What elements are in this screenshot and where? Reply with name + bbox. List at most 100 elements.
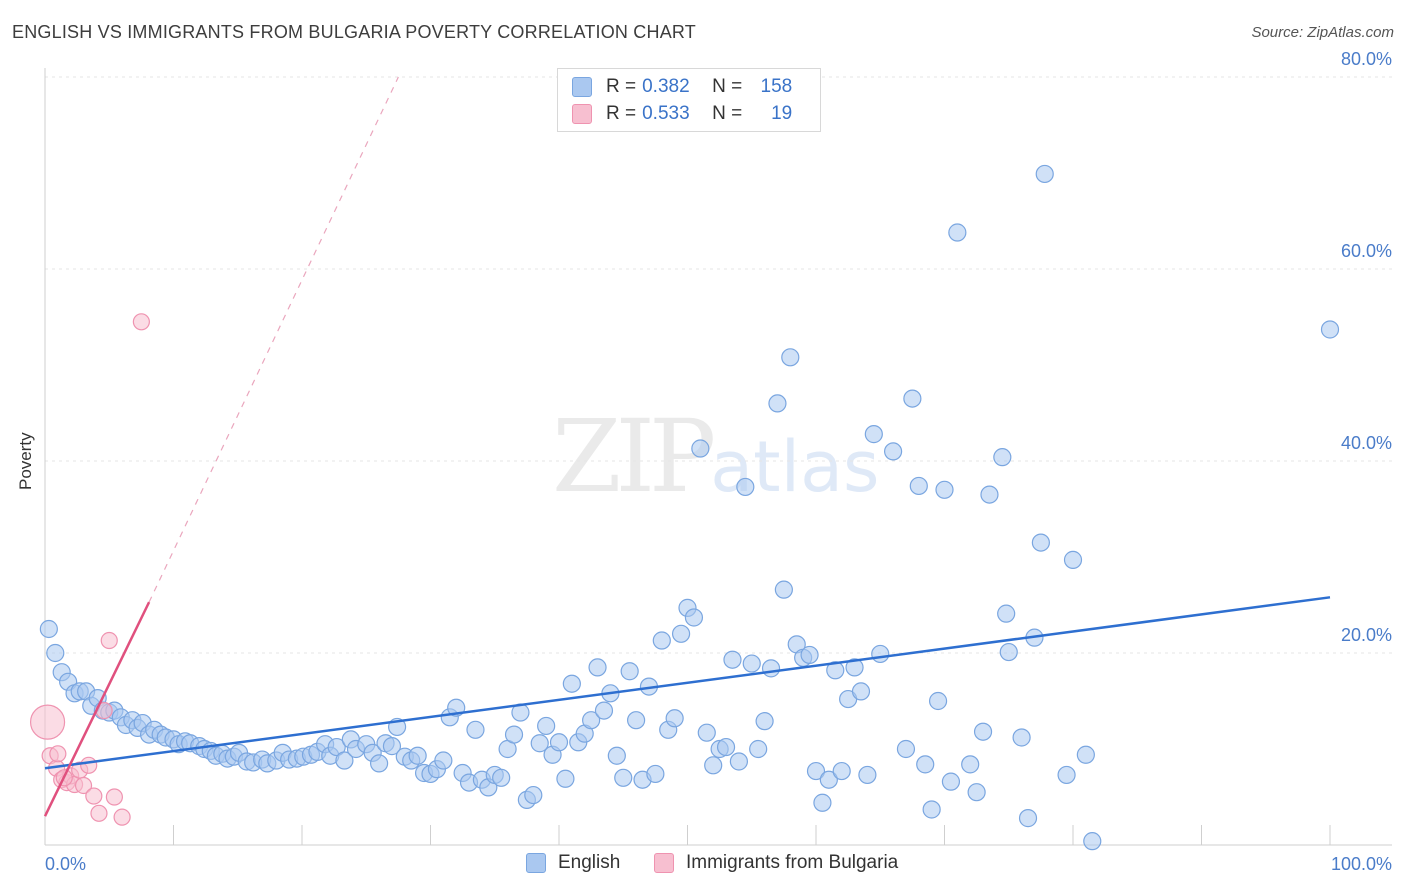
point-english-109 <box>736 477 755 497</box>
point-english-62 <box>434 751 453 770</box>
y-tick-label-20: 20.0% <box>1341 625 1392 645</box>
point-english-0 <box>39 619 58 639</box>
point-english-133 <box>903 389 922 408</box>
point-english-92 <box>626 711 646 730</box>
series-legend-english[interactable]: English <box>526 852 620 874</box>
point-english-104 <box>704 756 723 775</box>
point-english-131 <box>883 442 903 461</box>
watermark-atlas: atlas <box>710 426 880 508</box>
point-english-128 <box>858 765 877 785</box>
point-bulgaria-15 <box>132 313 150 331</box>
point-english-112 <box>755 712 774 731</box>
point-english-157 <box>1320 320 1340 339</box>
point-english-110 <box>742 654 761 673</box>
point-english-137 <box>928 691 948 711</box>
legend-n-value-bulgaria: 19 <box>771 103 793 124</box>
point-english-101 <box>684 608 704 627</box>
point-bulgaria-7 <box>74 776 93 795</box>
point-english-87 <box>594 701 614 720</box>
point-english-132 <box>896 739 916 759</box>
point-english-78 <box>537 716 556 736</box>
point-bulgaria-10 <box>90 804 108 822</box>
trendline-bulgaria <box>43 601 151 817</box>
point-english-90 <box>614 768 633 787</box>
point-english-46 <box>327 737 346 757</box>
point-english-47 <box>335 751 354 770</box>
point-english-58 <box>408 746 427 765</box>
point-english-107 <box>723 650 742 669</box>
chart-source: Source: ZipAtlas.com <box>1251 24 1394 41</box>
point-english-89 <box>607 746 626 765</box>
point-english-152 <box>1035 164 1054 184</box>
point-english-96 <box>652 631 671 650</box>
point-english-141 <box>961 755 980 774</box>
legend-swatch-english <box>572 77 592 97</box>
point-bulgaria-8 <box>80 756 98 774</box>
point-bulgaria-13 <box>105 788 123 806</box>
point-english-143 <box>973 722 993 741</box>
chart-title: ENGLISH VS IMMIGRANTS FROM BULGARIA POVE… <box>12 22 696 42</box>
point-english-71 <box>492 768 511 787</box>
point-bulgaria-18 <box>29 704 66 740</box>
point-english-123 <box>826 661 845 680</box>
point-english-154 <box>1063 550 1083 569</box>
point-english-140 <box>948 223 967 242</box>
legend-row-english: R = 0.382 N = 158 <box>572 74 792 100</box>
point-english-127 <box>851 682 871 701</box>
point-english-142 <box>967 783 986 802</box>
point-english-102 <box>691 439 710 458</box>
legend-r-value-english: 0.382 <box>642 76 690 97</box>
point-english-136 <box>922 800 941 819</box>
trendline-english <box>44 596 1331 770</box>
point-english-149 <box>1018 809 1038 828</box>
series-legend-swatch-bulgaria <box>654 853 674 873</box>
legend-n-value-english: 158 <box>760 76 793 97</box>
point-english-153 <box>1057 765 1076 785</box>
point-english-146 <box>997 604 1016 623</box>
legend-r-label-bulgaria: R = <box>606 103 637 124</box>
point-english-156 <box>1083 832 1102 851</box>
point-english-129 <box>864 425 883 444</box>
point-bulgaria-12 <box>100 631 118 650</box>
point-bulgaria-14 <box>113 808 131 826</box>
legend-row-bulgaria: R = 0.533 N = 19 <box>572 101 792 127</box>
point-english-124 <box>832 761 851 781</box>
y-tick-label-80: 80.0% <box>1341 49 1392 69</box>
point-english-81 <box>556 769 575 788</box>
point-english-126 <box>845 658 864 677</box>
x-tick-label-min: 0.0% <box>45 854 86 874</box>
point-bulgaria-9 <box>85 787 103 805</box>
legend-n-label-bulgaria: N = <box>712 103 743 124</box>
point-english-98 <box>665 709 684 728</box>
point-english-148 <box>1012 728 1031 747</box>
point-english-145 <box>993 448 1012 467</box>
point-bulgaria-16 <box>49 745 67 763</box>
point-english-139 <box>941 772 961 791</box>
point-english-151 <box>1031 533 1050 552</box>
point-english-111 <box>749 739 768 759</box>
point-english-144 <box>980 485 999 504</box>
point-english-138 <box>935 480 954 499</box>
correlation-legend: R = 0.382 N = 158 R = 0.533 N = 19 <box>557 68 821 132</box>
legend-n-label-english: N = <box>712 76 743 97</box>
legend-r-value-bulgaria: 0.533 <box>642 103 690 124</box>
y-tick-label-40: 40.0% <box>1341 433 1392 453</box>
point-english-122 <box>819 770 838 789</box>
point-english-135 <box>916 755 935 774</box>
point-english-73 <box>504 725 524 744</box>
series-legend-bulgaria[interactable]: Immigrants from Bulgaria <box>654 852 898 874</box>
trendline-bulgaria-extended <box>148 76 399 603</box>
point-english-85 <box>582 711 601 730</box>
point-english-54 <box>382 737 402 756</box>
legend-r-label-english: R = <box>606 76 637 97</box>
point-english-76 <box>524 785 543 805</box>
point-english-80 <box>549 733 569 752</box>
series-legend-swatch-english <box>526 853 546 873</box>
point-english-113 <box>761 659 781 678</box>
watermark-zip: ZIP <box>552 398 716 515</box>
point-english-130 <box>871 644 890 664</box>
point-english-116 <box>781 348 800 367</box>
point-english-115 <box>774 580 793 599</box>
point-english-121 <box>813 793 832 812</box>
y-axis-label: Poverty <box>16 432 35 490</box>
